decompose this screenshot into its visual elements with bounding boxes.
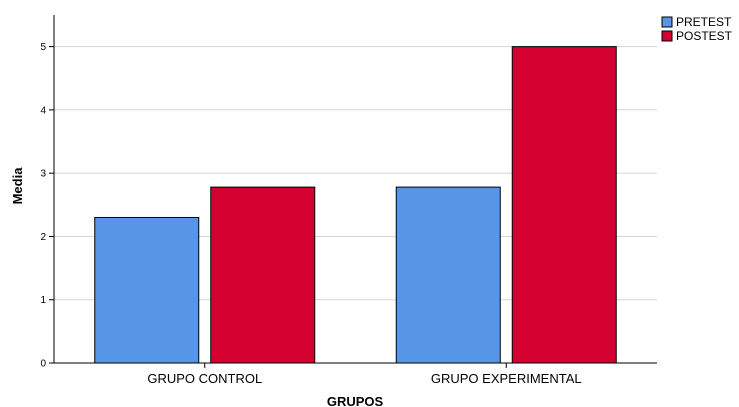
y-tick-label-1: 1 (40, 295, 46, 306)
y-tick-label-0: 0 (40, 359, 46, 370)
axes (53, 15, 657, 364)
x-category-label-1: GRUPO EXPERIMENTAL (431, 371, 582, 386)
legend-label-postest: POSTEST (676, 29, 733, 43)
bar-postest-1 (511, 46, 617, 364)
bar-postest-0 (210, 186, 316, 364)
x-category-label-0: GRUPO CONTROL (147, 371, 262, 386)
y-tick-labels: 0 1 2 3 4 5 (40, 42, 54, 370)
legend-swatch-pretest (661, 16, 673, 28)
x-category-labels: GRUPO CONTROL GRUPO EXPERIMENTAL (147, 363, 582, 386)
y-tick-label-5: 5 (40, 42, 46, 53)
legend-swatch-postest (661, 30, 673, 42)
y-tick-label-4: 4 (40, 105, 46, 116)
y-tick-label-3: 3 (40, 169, 46, 180)
x-axis-title: GRUPOS (327, 394, 384, 407)
y-axis-title: Media (10, 167, 25, 205)
bar-pretest-1 (395, 186, 501, 364)
y-tick-label-2: 2 (40, 232, 46, 243)
bar-pretest-0 (94, 216, 200, 364)
legend-label-pretest: PRETEST (676, 15, 732, 29)
bars (94, 46, 617, 364)
